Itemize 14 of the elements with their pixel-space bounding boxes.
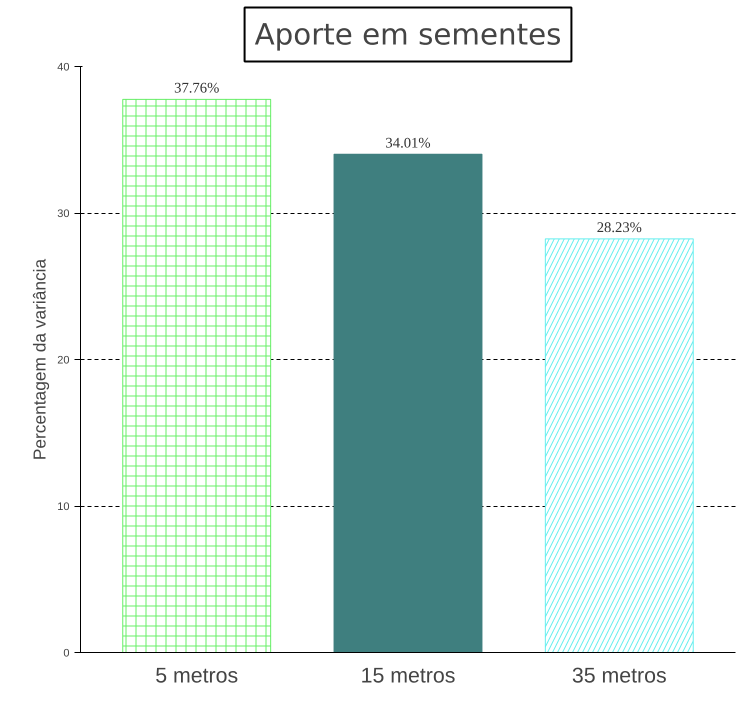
y-tick-label: 30 — [57, 208, 70, 220]
data-label: 37.76% — [174, 80, 220, 96]
x-tick-label: 15 metros — [360, 664, 456, 688]
data-label: 34.01% — [385, 135, 431, 152]
x-tick-label: 5 metros — [155, 664, 238, 688]
y-tick-label: 40 — [57, 62, 70, 74]
data-label: 28.23% — [596, 220, 642, 236]
y-tick-label: 20 — [57, 354, 70, 366]
x-tick-label: 35 metros — [572, 664, 667, 688]
y-tick-label: 10 — [57, 501, 70, 513]
y-axis-title: Percentagem da variância — [29, 258, 50, 460]
bar — [334, 154, 482, 652]
chart-title: Aporte em sementes — [254, 18, 562, 52]
y-tick-label: 0 — [63, 648, 70, 660]
